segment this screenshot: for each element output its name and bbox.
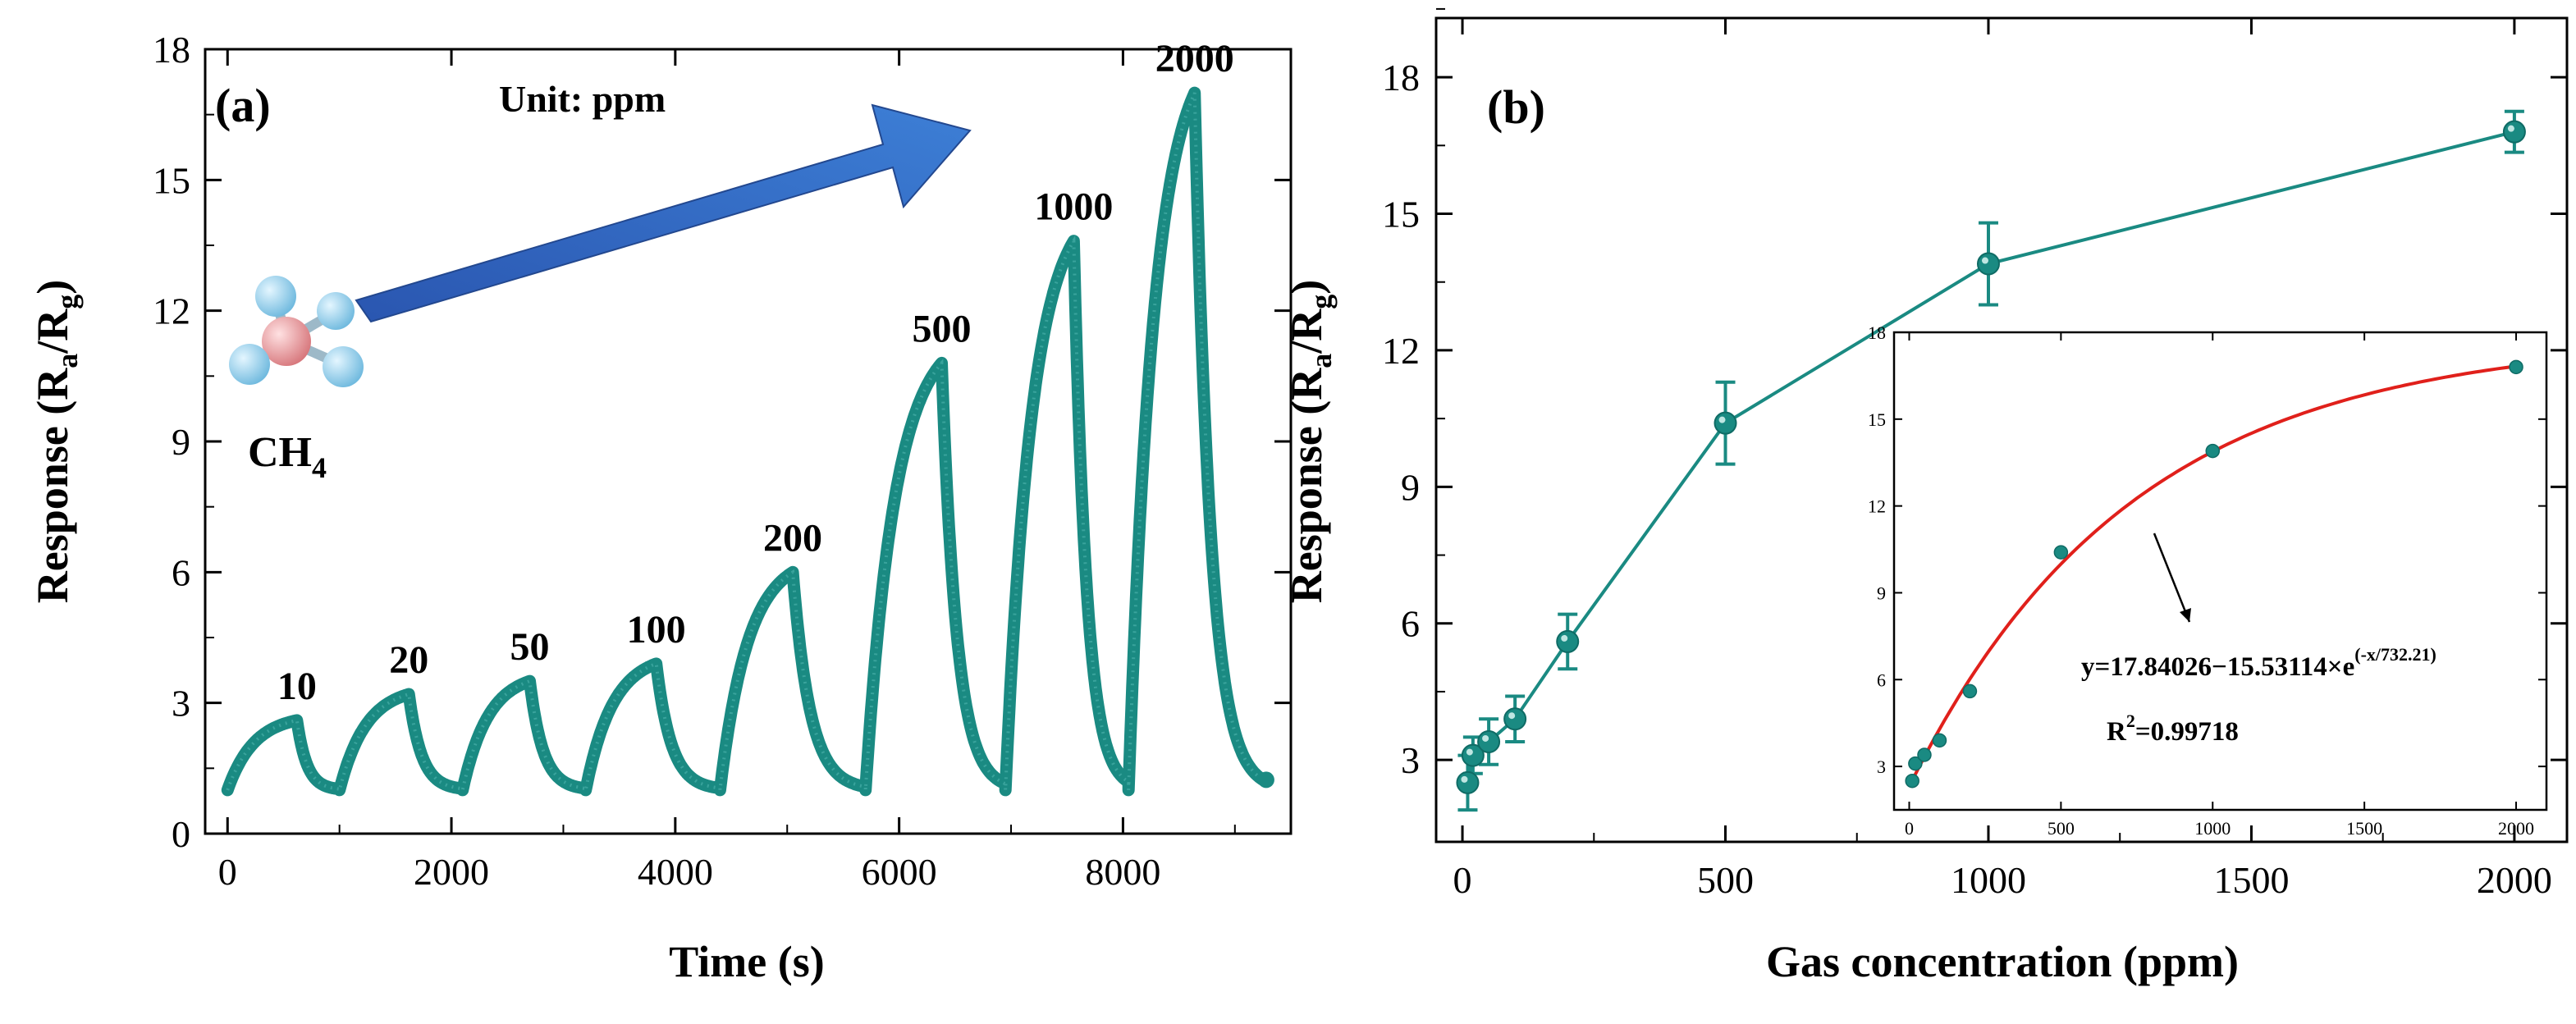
- data-point: [1556, 629, 1580, 653]
- y-tick-label: 6: [1401, 603, 1420, 645]
- peak-label: 500: [912, 307, 971, 350]
- fit-equation: y=17.84026−15.53114×e(-x/732.21): [2081, 644, 2436, 682]
- equation-pointer: [2153, 533, 2191, 623]
- y-axis-label-a: Response (Ra/Rg): [28, 280, 84, 604]
- inset-data-point: [1932, 733, 1947, 748]
- inset-x-axis: 0 500 1000 1500 2000: [1905, 332, 2534, 839]
- x-tick-label: 8000: [1085, 851, 1160, 893]
- x-tick-label: 1000: [1951, 859, 2026, 901]
- response-series: [1456, 109, 2526, 812]
- y-tick-label: 15: [153, 159, 190, 201]
- y-tick-label: 12: [153, 290, 190, 332]
- peak-label: 200: [763, 516, 822, 560]
- inset-y-tick-label: 18: [1868, 322, 1886, 343]
- inset-y-tick-label: 9: [1877, 583, 1886, 603]
- y-tick-label: 15: [1382, 194, 1420, 235]
- inset-points: [1905, 359, 2523, 789]
- inset-y-tick-label: 12: [1868, 496, 1886, 517]
- methane-molecule-icon: [229, 276, 364, 387]
- y-tick-label: 0: [172, 813, 190, 855]
- y-tick-label: 9: [172, 421, 190, 463]
- r-squared: R2=0.99718: [2107, 711, 2239, 747]
- data-point: [2502, 120, 2526, 144]
- data-point-highlight: [1461, 775, 1468, 783]
- plot-frame-b: [1434, 16, 2569, 843]
- peak-label: 100: [627, 608, 686, 651]
- inset-data-point: [1908, 756, 1923, 771]
- y-axis-a: 0 3 6 9 12 15 18: [153, 29, 1291, 855]
- y-tick-label: 9: [1401, 466, 1420, 508]
- x-tick-label: 4000: [638, 851, 713, 893]
- data-point: [1477, 729, 1501, 753]
- y-tick-label: 3: [1401, 739, 1420, 781]
- inset-data-point: [1905, 773, 1919, 789]
- inset-x-tick-label: 1500: [2346, 818, 2382, 839]
- x-tick-label: 500: [1697, 859, 1754, 901]
- peak-label: 50: [510, 625, 550, 669]
- curve-end-point: [1257, 771, 1274, 789]
- inset-frame: [1892, 331, 2548, 811]
- peak-labels: 10 20 50 100 200 500 1000 2000: [277, 37, 1234, 708]
- inset-data-point: [2205, 443, 2221, 459]
- inset-x-tick-label: 500: [2048, 818, 2075, 839]
- x-tick-label: 1500: [2213, 859, 2289, 901]
- x-axis-b: 0 500 1000 1500 2000: [1453, 18, 2552, 901]
- response-line-highlight: [226, 92, 1265, 791]
- panel-a: 0 3 6 9 12 15 18 0 2000 4000 6000 8000 10 20 50 100 20…: [28, 29, 1293, 986]
- data-point: [1456, 770, 1480, 794]
- y-tick-label: 18: [1382, 57, 1420, 98]
- data-point: [1503, 707, 1527, 731]
- data-point-highlight: [1561, 634, 1568, 642]
- inset-fit-plot: 3 6 9 12 15 18 0 500 1000 1500 2000 y=17.84026−15…: [1868, 322, 2548, 839]
- molecule-label: CH4: [248, 429, 327, 484]
- inset-y-tick-label: 3: [1877, 757, 1886, 777]
- data-point: [1714, 411, 1737, 435]
- x-axis-label-b: Gas concentration (ppm): [1766, 937, 2239, 986]
- data-point-highlight: [1981, 257, 1988, 264]
- y-axis-label-b: Response (Ra/Rg): [1282, 280, 1338, 604]
- data-point-highlight: [1482, 734, 1489, 742]
- panel-b: 3 6 9 12 15 18 0 500 1000 1500 2000 (b) Gas conce…: [1282, 7, 2569, 986]
- panel-label-a: (a): [215, 79, 271, 132]
- data-point-highlight: [2507, 125, 2514, 132]
- inset-data-point: [2509, 359, 2523, 375]
- response-curve: [221, 86, 1274, 797]
- y-tick-label: 6: [172, 551, 190, 593]
- inset-y-tick-label: 6: [1877, 670, 1886, 690]
- panel-label-b: (b): [1487, 80, 1545, 134]
- y-axis-b: 3 6 9 12 15 18: [1382, 7, 2567, 781]
- x-tick-label: 0: [1453, 859, 1472, 901]
- y-tick-label: 12: [1382, 330, 1420, 372]
- x-tick-label: 6000: [862, 851, 937, 893]
- inset-data-point: [2053, 545, 2069, 560]
- data-point-highlight: [1508, 712, 1516, 720]
- x-axis-a: 0 2000 4000 6000 8000: [218, 49, 1236, 893]
- y-tick-label: 18: [153, 29, 190, 71]
- trend-arrow-icon: [355, 103, 972, 323]
- inset-y-tick-label: 15: [1868, 409, 1886, 430]
- inset-y-axis: 3 6 9 12 15 18: [1868, 322, 2546, 777]
- data-point: [1976, 252, 2000, 276]
- inset-x-tick-label: 2000: [2498, 818, 2534, 839]
- data-point-highlight: [1466, 748, 1473, 756]
- peak-label: 2000: [1155, 37, 1234, 80]
- data-point-highlight: [1718, 416, 1726, 423]
- inset-x-tick-label: 1000: [2194, 818, 2231, 839]
- x-tick-label: 0: [218, 851, 237, 893]
- inset-data-point: [1917, 747, 1932, 762]
- pointer-arrowhead-icon: [2180, 608, 2191, 622]
- x-tick-label: 2000: [414, 851, 489, 893]
- unit-text: Unit: ppm: [499, 78, 666, 120]
- peak-label: 1000: [1034, 185, 1113, 229]
- y-tick-label: 3: [172, 683, 190, 725]
- peak-label: 10: [277, 665, 317, 708]
- inset-data-point: [1962, 683, 1978, 699]
- peak-label: 20: [389, 638, 428, 682]
- x-tick-label: 2000: [2477, 859, 2552, 901]
- inset-x-tick-label: 0: [1905, 818, 1914, 839]
- x-axis-label-a: Time (s): [669, 937, 824, 986]
